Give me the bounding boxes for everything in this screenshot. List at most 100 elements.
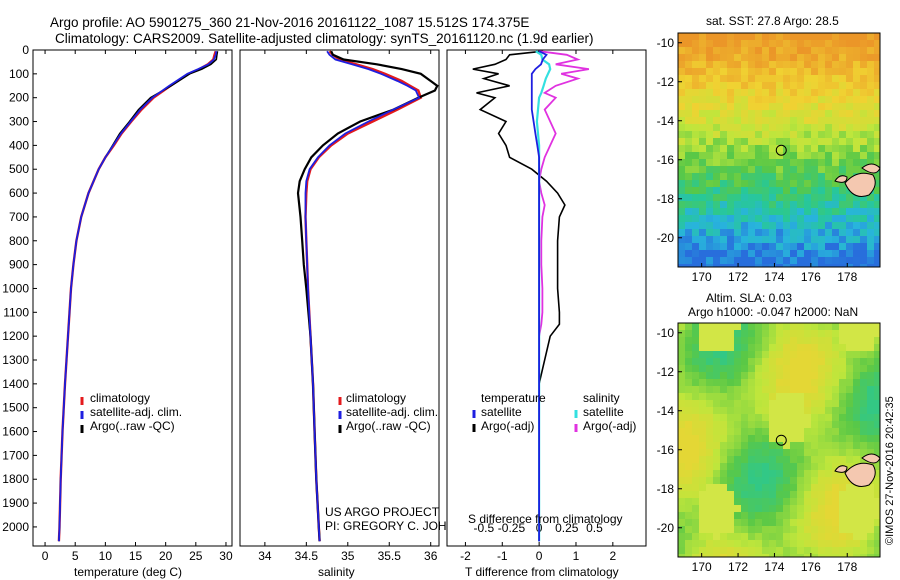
lat-tick-label: -18 — [657, 192, 675, 206]
map-cell — [874, 379, 880, 386]
map-cell — [860, 344, 867, 351]
map-cell — [818, 82, 825, 89]
map-cell — [825, 540, 832, 547]
map-cell — [832, 117, 839, 124]
map-cell — [699, 82, 706, 89]
map-cell — [678, 449, 685, 456]
map-cell — [713, 103, 720, 110]
map-cell — [825, 152, 832, 159]
map-cell — [825, 145, 832, 152]
map-cell — [755, 47, 762, 54]
map-cell — [832, 470, 839, 477]
map-cell — [818, 61, 825, 68]
map-cell — [874, 414, 880, 421]
map-cell — [699, 407, 706, 414]
island-shape — [834, 175, 848, 183]
map-cell — [692, 159, 699, 166]
map-cell — [853, 547, 860, 554]
map-cell — [804, 215, 811, 222]
map-cell — [734, 519, 741, 526]
map-cell — [720, 442, 727, 449]
difference-legend: temperature salinity satellite Argo(-adj… — [472, 391, 636, 433]
map-cell — [832, 435, 839, 442]
sla-map-axes: 170 172 174 176 178-10-12-14-16-18-20 — [657, 326, 858, 574]
map-cell — [853, 68, 860, 75]
map-cell — [867, 505, 874, 512]
lat-tick-label: -20 — [657, 521, 675, 535]
map-cell — [853, 215, 860, 222]
map-cell — [720, 407, 727, 414]
map-cell — [685, 519, 692, 526]
t-argo-diff-line — [472, 50, 566, 542]
map-cell — [685, 61, 692, 68]
map-cell — [776, 435, 783, 442]
map-cell — [811, 344, 818, 351]
map-cell — [727, 82, 734, 89]
map-cell — [762, 264, 769, 267]
map-cell — [706, 229, 713, 236]
map-cell — [853, 456, 860, 463]
map-cell — [846, 47, 853, 54]
map-cell — [874, 47, 880, 54]
depth-tick-label: 0 — [22, 43, 29, 57]
map-cell — [685, 344, 692, 351]
map-cell — [685, 243, 692, 250]
map-cell — [776, 166, 783, 173]
map-cell — [741, 540, 748, 547]
map-cell — [832, 512, 839, 519]
map-cell — [853, 40, 860, 47]
map-cell — [713, 152, 720, 159]
map-cell — [755, 351, 762, 358]
map-cell — [748, 407, 755, 414]
sst-map-axes: 170 172 174 176 178-10-12-14-16-18-20 — [657, 36, 858, 284]
map-cell — [678, 393, 685, 400]
map-cell — [692, 512, 699, 519]
map-cell — [692, 194, 699, 201]
map-cell — [727, 379, 734, 386]
salinity-plot-frame — [239, 49, 440, 547]
map-cell — [692, 435, 699, 442]
map-cell — [727, 442, 734, 449]
map-cell — [713, 505, 720, 512]
map-cell — [727, 484, 734, 491]
map-cell — [846, 365, 853, 372]
map-cell — [846, 491, 853, 498]
map-cell — [713, 365, 720, 372]
map-cell — [797, 61, 804, 68]
map-cell — [790, 491, 797, 498]
map-cell — [769, 477, 776, 484]
map-cell — [755, 152, 762, 159]
map-cell — [839, 470, 846, 477]
map-cell — [804, 421, 811, 428]
legend-s-satellite-label: satellite — [583, 405, 624, 419]
map-cell — [874, 547, 880, 554]
map-cell — [811, 540, 818, 547]
map-cell — [720, 117, 727, 124]
map-cell — [755, 442, 762, 449]
map-cell — [867, 243, 874, 250]
map-cell — [685, 477, 692, 484]
sla-map-title-line2: Argo h1000: -0.047 h2000: NaN — [688, 305, 858, 319]
map-cell — [685, 222, 692, 229]
map-cell — [727, 358, 734, 365]
map-cell — [860, 435, 867, 442]
map-cell — [699, 117, 706, 124]
map-cell — [825, 61, 832, 68]
map-cell — [790, 505, 797, 512]
map-cell — [874, 533, 880, 540]
map-cell — [741, 407, 748, 414]
map-cell — [699, 505, 706, 512]
map-cell — [846, 407, 853, 414]
map-cell — [797, 540, 804, 547]
map-cell — [776, 351, 783, 358]
map-cell — [699, 435, 706, 442]
map-cell — [804, 68, 811, 75]
map-cell — [734, 358, 741, 365]
map-cell — [825, 547, 832, 554]
map-cell — [811, 222, 818, 229]
map-cell — [699, 456, 706, 463]
map-cell — [825, 33, 832, 40]
map-cell — [874, 393, 880, 400]
map-cell — [769, 456, 776, 463]
map-cell — [720, 330, 727, 337]
